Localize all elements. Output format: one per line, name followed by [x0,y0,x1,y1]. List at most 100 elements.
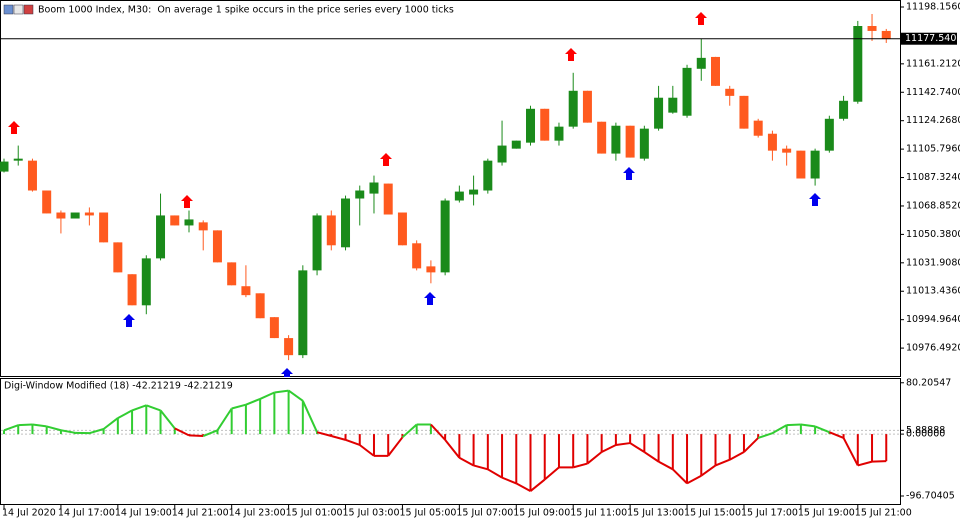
candle-body [497,145,507,163]
y-tick-label: 11031.9080 [906,257,960,268]
candle-body [198,222,208,231]
signal-line-segment [60,429,76,434]
candle-body [753,120,763,136]
candle-body [241,286,251,296]
x-tick-label: 15 Jul 11:00 [570,508,627,519]
buy-arrow [424,292,436,305]
candle-body [84,212,94,216]
y-tick-label: 11124.2680 [906,115,960,126]
signal-line-segment [828,431,844,439]
candle-body [326,215,336,246]
candle-body [440,200,450,273]
signal-line-segment [672,468,688,485]
x-tick-label: 14 Jul 21:00 [172,508,229,519]
signal-line-segment [331,435,346,441]
candle-body [796,150,806,179]
y-tick-label: 11198.1560 [906,1,960,12]
y-tick-label: 11087.3240 [906,172,960,183]
candle-body [383,183,393,215]
signal-line-segment [700,464,717,477]
candle-body [824,118,834,151]
candle-body [682,67,692,116]
signal-line-segment [430,423,446,441]
sell-arrow [380,153,392,166]
signal-line-segment [729,451,745,461]
candle-body [227,262,237,286]
candle-body [170,215,180,226]
candle-body [597,121,607,154]
x-tick-label: 15 Jul 05:00 [399,508,456,519]
buy-arrow [809,193,821,206]
candle-body [70,212,80,219]
sell-arrow [565,48,577,61]
candle-body [725,88,735,96]
sell-arrow [181,195,193,208]
candle-body [853,26,863,102]
main-panel [0,0,901,377]
signal-line-segment [686,474,702,485]
candle-body [212,230,222,263]
buy-arrow [123,314,135,327]
candle-body [639,128,649,159]
sell-arrow [8,121,20,134]
x-tick-label: 15 Jul 07:00 [456,508,513,519]
candle-body [696,57,706,69]
y-tick-label: 10994.9640 [906,314,960,325]
signal-line-segment [159,409,176,429]
candle-body [426,266,436,273]
candle-body [839,100,849,119]
signal-arrows [8,12,821,377]
candle-body [312,215,322,271]
x-tick-label: 15 Jul 13:00 [627,508,684,519]
signal-line-segment [145,404,161,412]
x-tick-label: 14 Jul 17:00 [58,508,115,519]
candle-body [767,133,777,151]
signal-line-segment [601,444,617,453]
signal-line-segment [345,438,361,446]
x-tick-label: 15 Jul 09:00 [513,508,570,519]
candle-body [540,108,550,141]
candle-body [554,126,564,141]
signal-line-segment [316,431,332,437]
signal-line-segment [544,466,560,481]
x-tick-label: 15 Jul 15:00 [684,508,741,519]
y-tick-label: 5.88888 [906,425,945,436]
x-tick-label: 15 Jul 17:00 [741,508,798,519]
candle-body [483,160,493,191]
candle-body [454,191,464,201]
signal-line-segment [857,460,873,467]
signal-line-segment [174,427,190,437]
signal-line-segment [301,400,318,433]
signal-line-segment [572,462,588,469]
x-tick-label: 15 Jul 19:00 [798,508,855,519]
signal-line-segment [103,417,119,430]
x-tick-label: 14 Jul 23:00 [229,508,286,519]
signal-line-segment [743,437,759,453]
x-tick-label: 15 Jul 01:00 [286,508,343,519]
signal-line-segment [458,456,475,467]
signal-line-segment [800,423,816,428]
signal-line-segment [871,460,887,463]
candle-body [127,274,137,306]
y-tick-label: 11068.8520 [906,200,960,211]
signal-line-segment [46,425,62,432]
signal-line-segment [501,476,517,485]
signal-line-segment [515,482,531,492]
signal-line-segment [842,437,859,466]
x-tick-label: 15 Jul 03:00 [343,508,400,519]
y-tick-label: 0.00000 [906,429,945,440]
y-tick-label: 11050.3800 [906,229,960,240]
candle-body [568,90,578,127]
candle-body [113,242,123,273]
candle-body [184,219,194,226]
candle-body [881,30,891,39]
x-tick-label: 14 Jul 2020 [2,508,56,519]
signal-line-segment [216,407,233,431]
sell-arrow [695,12,707,25]
signal-line-segment [359,444,375,457]
y-tick-label: 11105.7960 [906,144,960,155]
candle-body [255,293,265,319]
candle-body [526,108,536,143]
candle-body [341,198,351,248]
signal-line-segment [202,429,218,437]
